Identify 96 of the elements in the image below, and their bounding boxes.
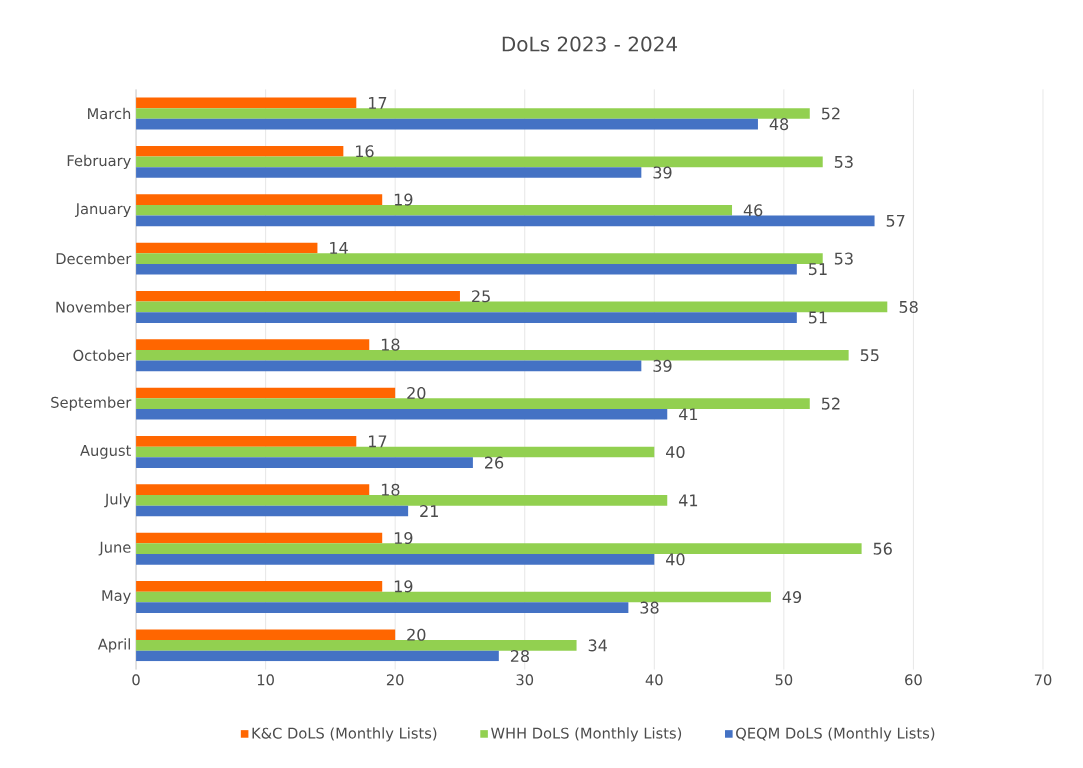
bar: [136, 591, 771, 603]
x-tick-label: 40: [645, 674, 663, 686]
bar: [136, 494, 668, 506]
x-tick-label: 30: [516, 674, 534, 686]
x-tick-label: 0: [132, 674, 140, 686]
data-label: 19: [394, 531, 413, 544]
bar: [136, 97, 357, 109]
bar: [136, 532, 383, 544]
y-tick-label: August: [80, 445, 131, 459]
bar: [136, 553, 655, 565]
y-tick-label: January: [74, 203, 131, 217]
data-label: 58: [899, 300, 918, 313]
data-label: 41: [678, 408, 698, 420]
y-tick-label: December: [56, 252, 132, 265]
x-tick-label: 50: [775, 674, 793, 686]
data-label: 39: [653, 359, 672, 372]
data-label: 51: [808, 263, 827, 276]
y-tick-label: June: [98, 541, 131, 556]
bar: [136, 108, 810, 119]
data-label: 34: [588, 639, 607, 652]
data-label: 56: [873, 542, 892, 555]
bar: [136, 253, 823, 264]
bar: [136, 215, 875, 227]
bar: [136, 639, 577, 651]
y-tick-label: May: [102, 590, 131, 604]
bar: [136, 387, 396, 399]
legend-label: K&C DoLS (Monthly Lists): [252, 727, 437, 742]
bar: [136, 543, 862, 554]
bar: [136, 349, 849, 361]
legend-label: WHH DoLS (Monthly Lists): [491, 727, 682, 742]
bar: [136, 602, 629, 613]
data-label: 14: [330, 242, 348, 254]
bar: [136, 301, 888, 313]
data-label: 57: [886, 214, 905, 227]
bar: [136, 484, 370, 495]
bar: [136, 204, 733, 216]
bar: [136, 435, 357, 447]
bar: [136, 118, 758, 130]
data-label: 38: [640, 601, 659, 614]
bar: [136, 580, 383, 592]
data-label: 55: [860, 349, 879, 362]
y-tick-label: November: [56, 301, 132, 313]
bar: [136, 290, 460, 302]
bar: [136, 156, 823, 168]
data-label: 25: [472, 290, 490, 303]
data-label: 18: [381, 338, 400, 351]
x-tick-label: 10: [257, 674, 274, 686]
bar: [136, 360, 642, 372]
y-tick-label: July: [104, 493, 131, 508]
bar: [136, 398, 810, 409]
data-label: 20: [407, 386, 426, 399]
data-label: 53: [834, 252, 853, 265]
x-tick-label: 20: [386, 674, 404, 686]
data-label: 39: [653, 166, 672, 179]
data-label: 19: [394, 580, 413, 593]
bar: [136, 312, 797, 323]
bar: [136, 629, 396, 640]
legend-label: QEQM DoLS (Monthly Lists): [736, 727, 935, 742]
data-label: 52: [821, 397, 840, 410]
bar: [136, 505, 409, 517]
bar: [136, 457, 473, 468]
y-tick-label: October: [73, 349, 132, 361]
data-label: 51: [808, 311, 827, 324]
data-label: 48: [769, 118, 789, 131]
data-label: 49: [782, 590, 802, 603]
y-tick-label: September: [51, 396, 132, 411]
chart-title: DoLs 2023 - 2024: [502, 36, 678, 52]
data-label: 52: [821, 107, 840, 120]
data-label: 40: [666, 553, 685, 566]
y-tick-label: April: [97, 638, 130, 653]
bar: [136, 194, 383, 205]
x-tick-label: 60: [905, 674, 922, 686]
data-label: 18: [381, 483, 400, 496]
data-label: 53: [834, 155, 853, 168]
x-tick-label: 70: [1034, 674, 1052, 686]
bar: [136, 242, 318, 254]
bar: [136, 650, 499, 662]
bar: [136, 145, 344, 157]
bar: [136, 408, 668, 420]
data-label: 40: [666, 445, 685, 458]
data-label: 16: [356, 145, 374, 158]
data-label: 21: [420, 504, 438, 517]
data-label: 26: [485, 456, 504, 469]
data-label: 17: [368, 435, 387, 448]
y-tick-label: February: [67, 154, 131, 169]
data-label: 20: [407, 628, 426, 641]
bar: [136, 446, 655, 458]
data-label: 41: [678, 494, 698, 507]
y-tick-label: March: [88, 107, 131, 120]
bar: [136, 263, 797, 275]
data-label: 17: [368, 96, 387, 109]
data-label: 46: [743, 204, 763, 217]
bar: [136, 167, 642, 178]
data-label: 28: [510, 649, 530, 662]
data-label: 19: [394, 193, 413, 206]
bar: [136, 339, 370, 350]
